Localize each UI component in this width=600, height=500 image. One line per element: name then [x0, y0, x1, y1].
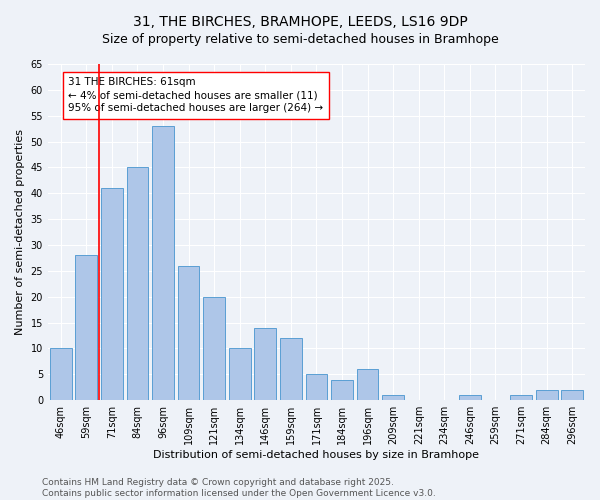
Bar — [382, 395, 404, 400]
Bar — [152, 126, 174, 400]
X-axis label: Distribution of semi-detached houses by size in Bramhope: Distribution of semi-detached houses by … — [154, 450, 479, 460]
Bar — [50, 348, 71, 400]
Bar — [357, 369, 379, 400]
Bar — [305, 374, 328, 400]
Bar — [178, 266, 199, 400]
Bar — [203, 297, 225, 400]
Y-axis label: Number of semi-detached properties: Number of semi-detached properties — [15, 129, 25, 335]
Bar — [562, 390, 583, 400]
Bar — [76, 256, 97, 400]
Text: 31, THE BIRCHES, BRAMHOPE, LEEDS, LS16 9DP: 31, THE BIRCHES, BRAMHOPE, LEEDS, LS16 9… — [133, 15, 467, 29]
Bar — [229, 348, 251, 400]
Bar — [331, 380, 353, 400]
Bar — [127, 168, 148, 400]
Bar — [254, 328, 276, 400]
Bar — [280, 338, 302, 400]
Text: Contains HM Land Registry data © Crown copyright and database right 2025.
Contai: Contains HM Land Registry data © Crown c… — [42, 478, 436, 498]
Text: Size of property relative to semi-detached houses in Bramhope: Size of property relative to semi-detach… — [101, 32, 499, 46]
Bar — [536, 390, 557, 400]
Text: 31 THE BIRCHES: 61sqm
← 4% of semi-detached houses are smaller (11)
95% of semi-: 31 THE BIRCHES: 61sqm ← 4% of semi-detac… — [68, 77, 323, 114]
Bar — [101, 188, 123, 400]
Bar — [510, 395, 532, 400]
Bar — [459, 395, 481, 400]
